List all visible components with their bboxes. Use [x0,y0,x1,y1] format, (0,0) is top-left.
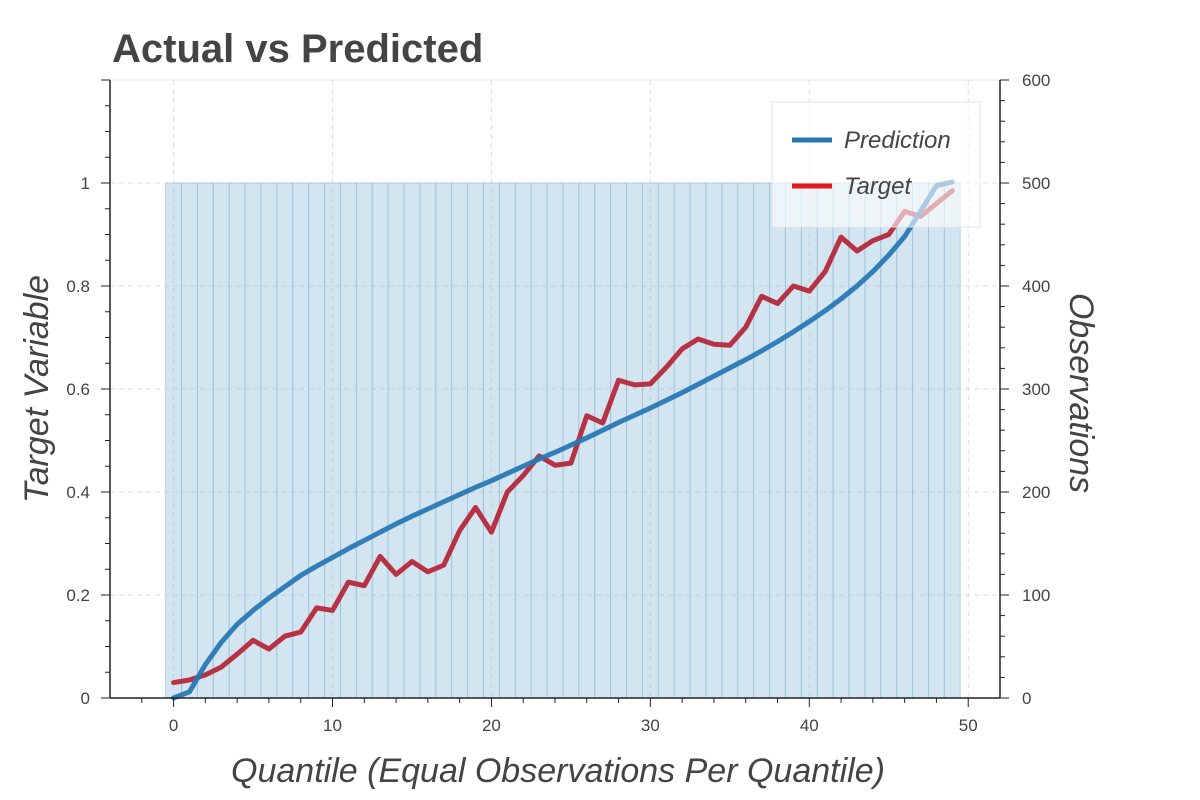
observation-bar [753,182,771,699]
x-axis-label: Quantile (Equal Observations Per Quantil… [231,752,885,790]
observation-bar [610,182,628,699]
observation-bar [943,182,961,699]
observation-bar [721,182,739,699]
observation-bar [912,182,929,699]
observation-bar [419,182,437,699]
y2-tick-label: 600 [1022,71,1050,90]
observation-bar [864,182,882,699]
observation-bar [657,182,675,699]
legend-box [771,101,981,228]
observation-bar [212,182,230,699]
observation-bar [371,182,389,699]
series-lines [171,179,955,701]
y-tick-label: 0.8 [66,277,90,296]
observation-bar [181,182,198,699]
observation-bar [594,182,612,699]
y-tick-label: 0.2 [66,586,90,605]
y-tick-label: 0.4 [66,483,90,502]
series-line-prediction [171,179,955,701]
observation-bar [927,182,945,699]
x-tick-label: 10 [323,716,342,735]
observation-bar [800,182,818,699]
observation-bar [546,182,564,699]
y2-tick-label: 300 [1022,380,1050,399]
series-line-target [171,188,955,686]
observation-bar [498,182,516,699]
observation-bar [626,182,643,699]
observation-bar [769,182,786,699]
y2-tick-label: 200 [1022,483,1050,502]
observation-bar [467,182,484,699]
legend: Prediction Target [771,101,981,228]
y-tick-label: 1 [81,174,90,193]
observation-bar [435,182,453,699]
observation-bar [324,182,341,699]
observation-bar [355,182,373,699]
x-tick-label: 20 [482,716,501,735]
observation-bar [530,182,548,699]
observation-bar [196,182,214,699]
observation-bar [339,182,357,699]
observation-bar [451,182,469,699]
x-tick-label: 40 [800,716,819,735]
observation-bar [896,182,914,699]
observation-bar [848,182,866,699]
observation-bar [784,182,802,699]
observation-bar [387,182,405,699]
observation-bar [260,182,278,699]
observation-bar [276,182,294,699]
observation-bar [832,182,850,699]
y2-tick-label: 0 [1022,689,1031,708]
y-axis-label: Target Variable [18,275,56,503]
y2-axis-label: Observations [1062,293,1100,493]
x-tick-label: 0 [169,716,178,735]
observation-bar [641,182,659,699]
observation-bar [514,182,532,699]
y-tick-label: 0 [81,689,90,708]
y2-tick-label: 100 [1022,586,1050,605]
y2-tick-label: 400 [1022,277,1050,296]
observation-bar [165,182,183,699]
legend-target-label: Target [844,173,912,200]
x-tick-label: 30 [641,716,660,735]
observation-bar [403,182,421,699]
observation-bars [165,182,961,699]
observation-bar [482,182,500,699]
observation-bar [705,182,723,699]
chart-title: Actual vs Predicted [112,27,483,71]
legend-prediction-label: Prediction [844,127,951,154]
observation-bar [673,182,691,699]
y2-tick-label: 500 [1022,174,1050,193]
observation-bar [244,182,262,699]
y-tick-label: 0.6 [66,380,90,399]
axis-ticks: 0 10 20 30 40 5000.20.40.60.81010020030040050… [66,71,1050,735]
observation-bar [689,182,707,699]
observation-bar [737,182,755,699]
x-tick-label: 50 [959,716,978,735]
